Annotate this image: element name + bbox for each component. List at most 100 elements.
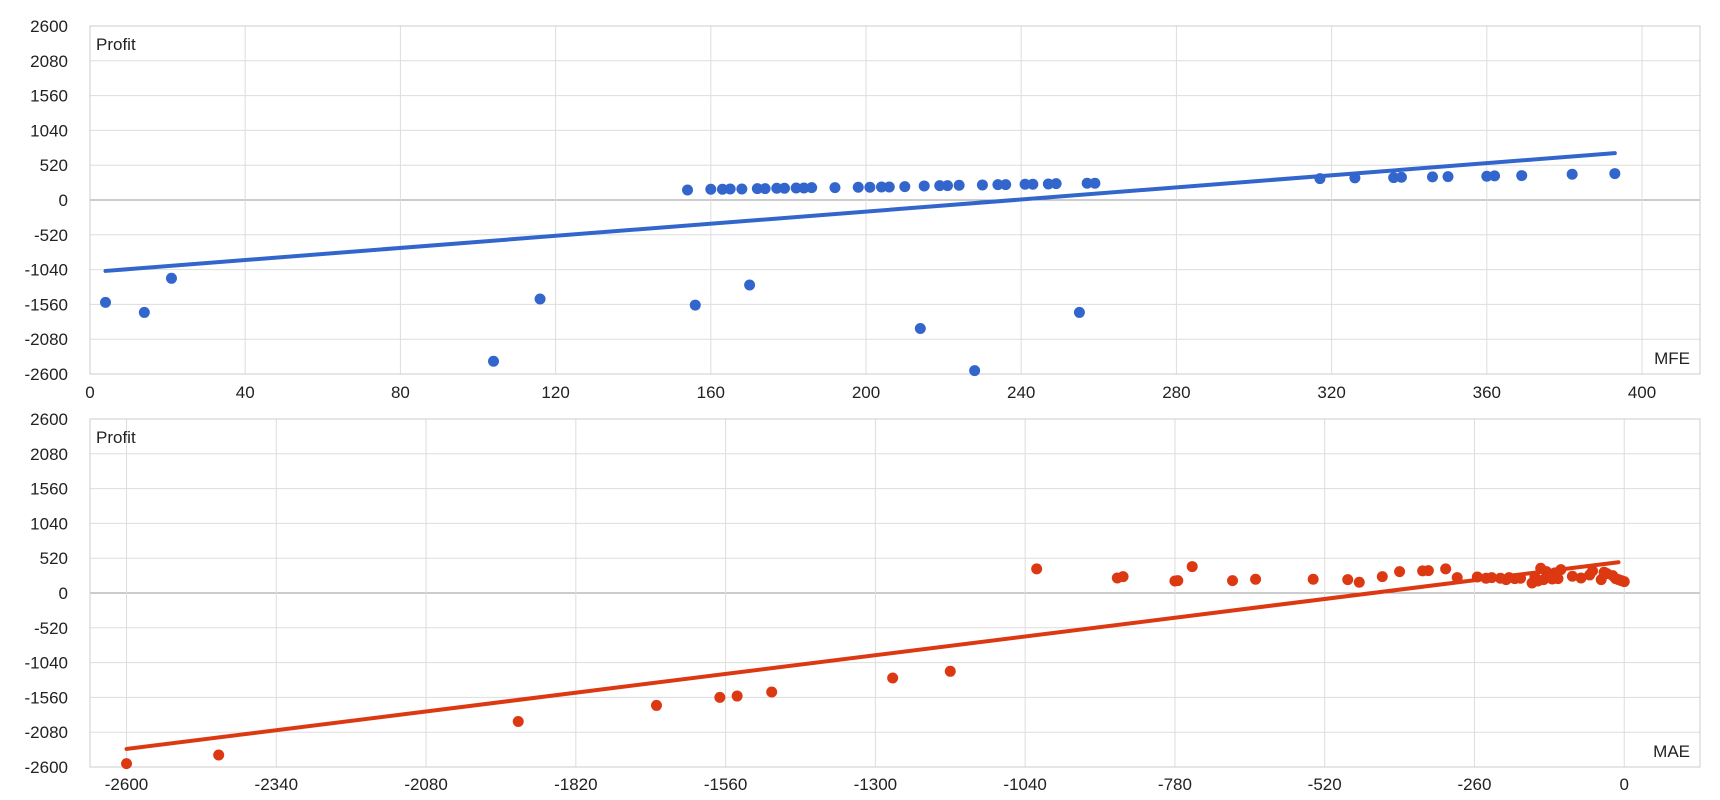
data-point — [1250, 573, 1262, 585]
y-axis-label: Profit — [96, 35, 136, 54]
data-point — [944, 665, 956, 677]
data-point — [790, 182, 802, 194]
y-tick-label: 520 — [40, 549, 68, 568]
data-point — [887, 672, 899, 684]
data-point — [724, 183, 736, 195]
data-point — [1555, 564, 1567, 576]
data-point — [512, 715, 524, 727]
data-point — [1117, 571, 1129, 583]
data-point — [1307, 573, 1319, 585]
data-point — [864, 181, 876, 193]
y-tick-label: -520 — [34, 619, 68, 638]
data-point — [941, 180, 953, 192]
x-tick-label: -2600 — [105, 775, 148, 794]
x-tick-label: -780 — [1158, 775, 1192, 794]
data-point — [736, 183, 748, 195]
data-point — [918, 180, 930, 192]
data-point — [1042, 178, 1054, 190]
x-tick-label: -1820 — [554, 775, 597, 794]
data-point — [1073, 306, 1085, 318]
chart-panel-2: 2600 2080 1560 1040 520 0 -520 -1040 -1560 -2080 -… — [25, 410, 1701, 794]
data-point — [806, 182, 818, 194]
data-point — [716, 183, 728, 195]
y-tick-label: 1040 — [30, 121, 68, 140]
y-tick-label: -1560 — [25, 688, 68, 707]
y-tick-label: 0 — [59, 584, 68, 603]
x-tick-label: 0 — [1620, 775, 1629, 794]
data-point — [689, 299, 701, 311]
y-tick-label: -2080 — [25, 723, 68, 742]
data-point — [1481, 170, 1493, 182]
y-tick-label: -520 — [34, 226, 68, 245]
data-point — [1050, 178, 1062, 190]
data-point — [1486, 572, 1498, 584]
data-point — [1489, 170, 1501, 182]
y-tick-label: 2080 — [30, 52, 68, 71]
data-point — [759, 183, 771, 195]
data-point — [1566, 570, 1578, 582]
data-point — [953, 179, 965, 191]
data-point — [751, 183, 763, 195]
y-tick-label: 2600 — [30, 410, 68, 429]
y-tick-label: 520 — [40, 156, 68, 175]
x-tick-label: 0 — [85, 383, 94, 402]
data-point — [798, 182, 810, 194]
plot-frame — [89, 25, 1701, 375]
x-tick-label: -1560 — [704, 775, 747, 794]
x-tick-label: 40 — [236, 383, 255, 402]
data-point — [1587, 565, 1599, 577]
data-point — [714, 691, 726, 703]
x-tick-label: 240 — [1007, 383, 1035, 402]
trendline — [103, 151, 1617, 273]
x-tick-label: 80 — [391, 383, 410, 402]
data-point — [1422, 565, 1434, 577]
data-point — [213, 749, 225, 761]
data-point — [1314, 173, 1326, 185]
data-point — [1451, 572, 1463, 584]
data-point — [1516, 170, 1528, 182]
data-point — [1000, 179, 1012, 191]
data-point — [744, 279, 756, 291]
data-point — [1186, 561, 1198, 573]
data-point — [1395, 171, 1407, 183]
data-point — [1471, 571, 1483, 583]
data-point — [1575, 572, 1587, 584]
data-point — [771, 182, 783, 194]
y-tick-label: 1040 — [30, 514, 68, 533]
data-point — [100, 296, 112, 308]
data-point — [1442, 171, 1454, 183]
data-point — [992, 179, 1004, 191]
x-tick-label: -260 — [1457, 775, 1491, 794]
data-point — [1440, 563, 1452, 575]
trendline — [124, 560, 1621, 751]
data-point — [1515, 572, 1527, 584]
data-point — [1609, 168, 1621, 180]
data-point — [1227, 575, 1239, 587]
data-point — [1019, 178, 1031, 190]
y-tick-label: 1560 — [30, 87, 68, 106]
x-tick-label: 280 — [1162, 383, 1190, 402]
data-point — [682, 184, 694, 196]
x-tick-label: -2340 — [255, 775, 298, 794]
data-point — [534, 293, 546, 305]
data-point — [969, 365, 981, 377]
x-tick-label: 200 — [852, 383, 880, 402]
data-point — [899, 181, 911, 193]
x-tick-label: 360 — [1473, 383, 1501, 402]
data-point — [138, 306, 150, 318]
x-tick-label: -1040 — [1003, 775, 1046, 794]
plot-frame — [89, 418, 1701, 768]
x-tick-label: -2080 — [404, 775, 447, 794]
data-point — [876, 181, 888, 193]
data-point — [1089, 177, 1101, 189]
x-axis-label: MAE — [1653, 742, 1690, 761]
y-tick-label: 1560 — [30, 480, 68, 499]
y-tick-label: -2080 — [25, 330, 68, 349]
data-point — [1566, 168, 1578, 180]
data-point — [829, 182, 841, 194]
data-point — [1172, 575, 1184, 587]
data-point — [1618, 576, 1630, 588]
y-tick-label: 2600 — [30, 17, 68, 36]
data-point — [1081, 177, 1093, 189]
